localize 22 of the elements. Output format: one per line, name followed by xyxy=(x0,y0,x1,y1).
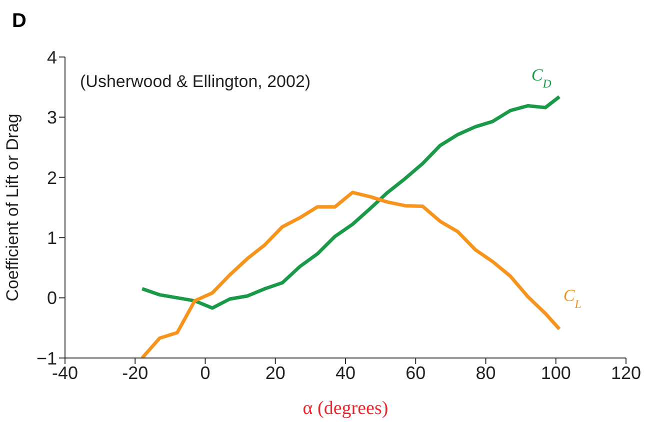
annotation: (Usherwood & Ellington, 2002) xyxy=(80,72,311,92)
x-axis-title: α (degrees) xyxy=(302,398,388,419)
x-tick-label: -20 xyxy=(122,362,148,383)
x-tick-label: 60 xyxy=(406,362,426,383)
x-tick-label: 0 xyxy=(200,362,210,383)
y-tick-label: 4 xyxy=(46,47,57,68)
line-series xyxy=(140,190,562,358)
y-tick-label: 2 xyxy=(46,168,57,188)
y-tick-label: 0 xyxy=(46,288,57,308)
y-tick-label: 1 xyxy=(46,228,57,248)
y-axis-title: Coefficient of Lift or Drag xyxy=(3,114,22,302)
x-tick-label: 40 xyxy=(335,362,356,383)
series-label: C$_{L}$ xyxy=(563,286,582,312)
x-tick-label: 100 xyxy=(540,362,571,383)
x-tick-label: 80 xyxy=(476,362,496,383)
series-label: C$_{D}$ xyxy=(531,66,552,91)
chart-title: D xyxy=(12,10,26,33)
x-tick-label: 20 xyxy=(265,362,286,383)
y-tick-label: 3 xyxy=(46,108,57,128)
line-series xyxy=(140,94,562,310)
x-tick-label: 120 xyxy=(610,362,642,383)
y-tick-label: −1 xyxy=(36,348,57,368)
